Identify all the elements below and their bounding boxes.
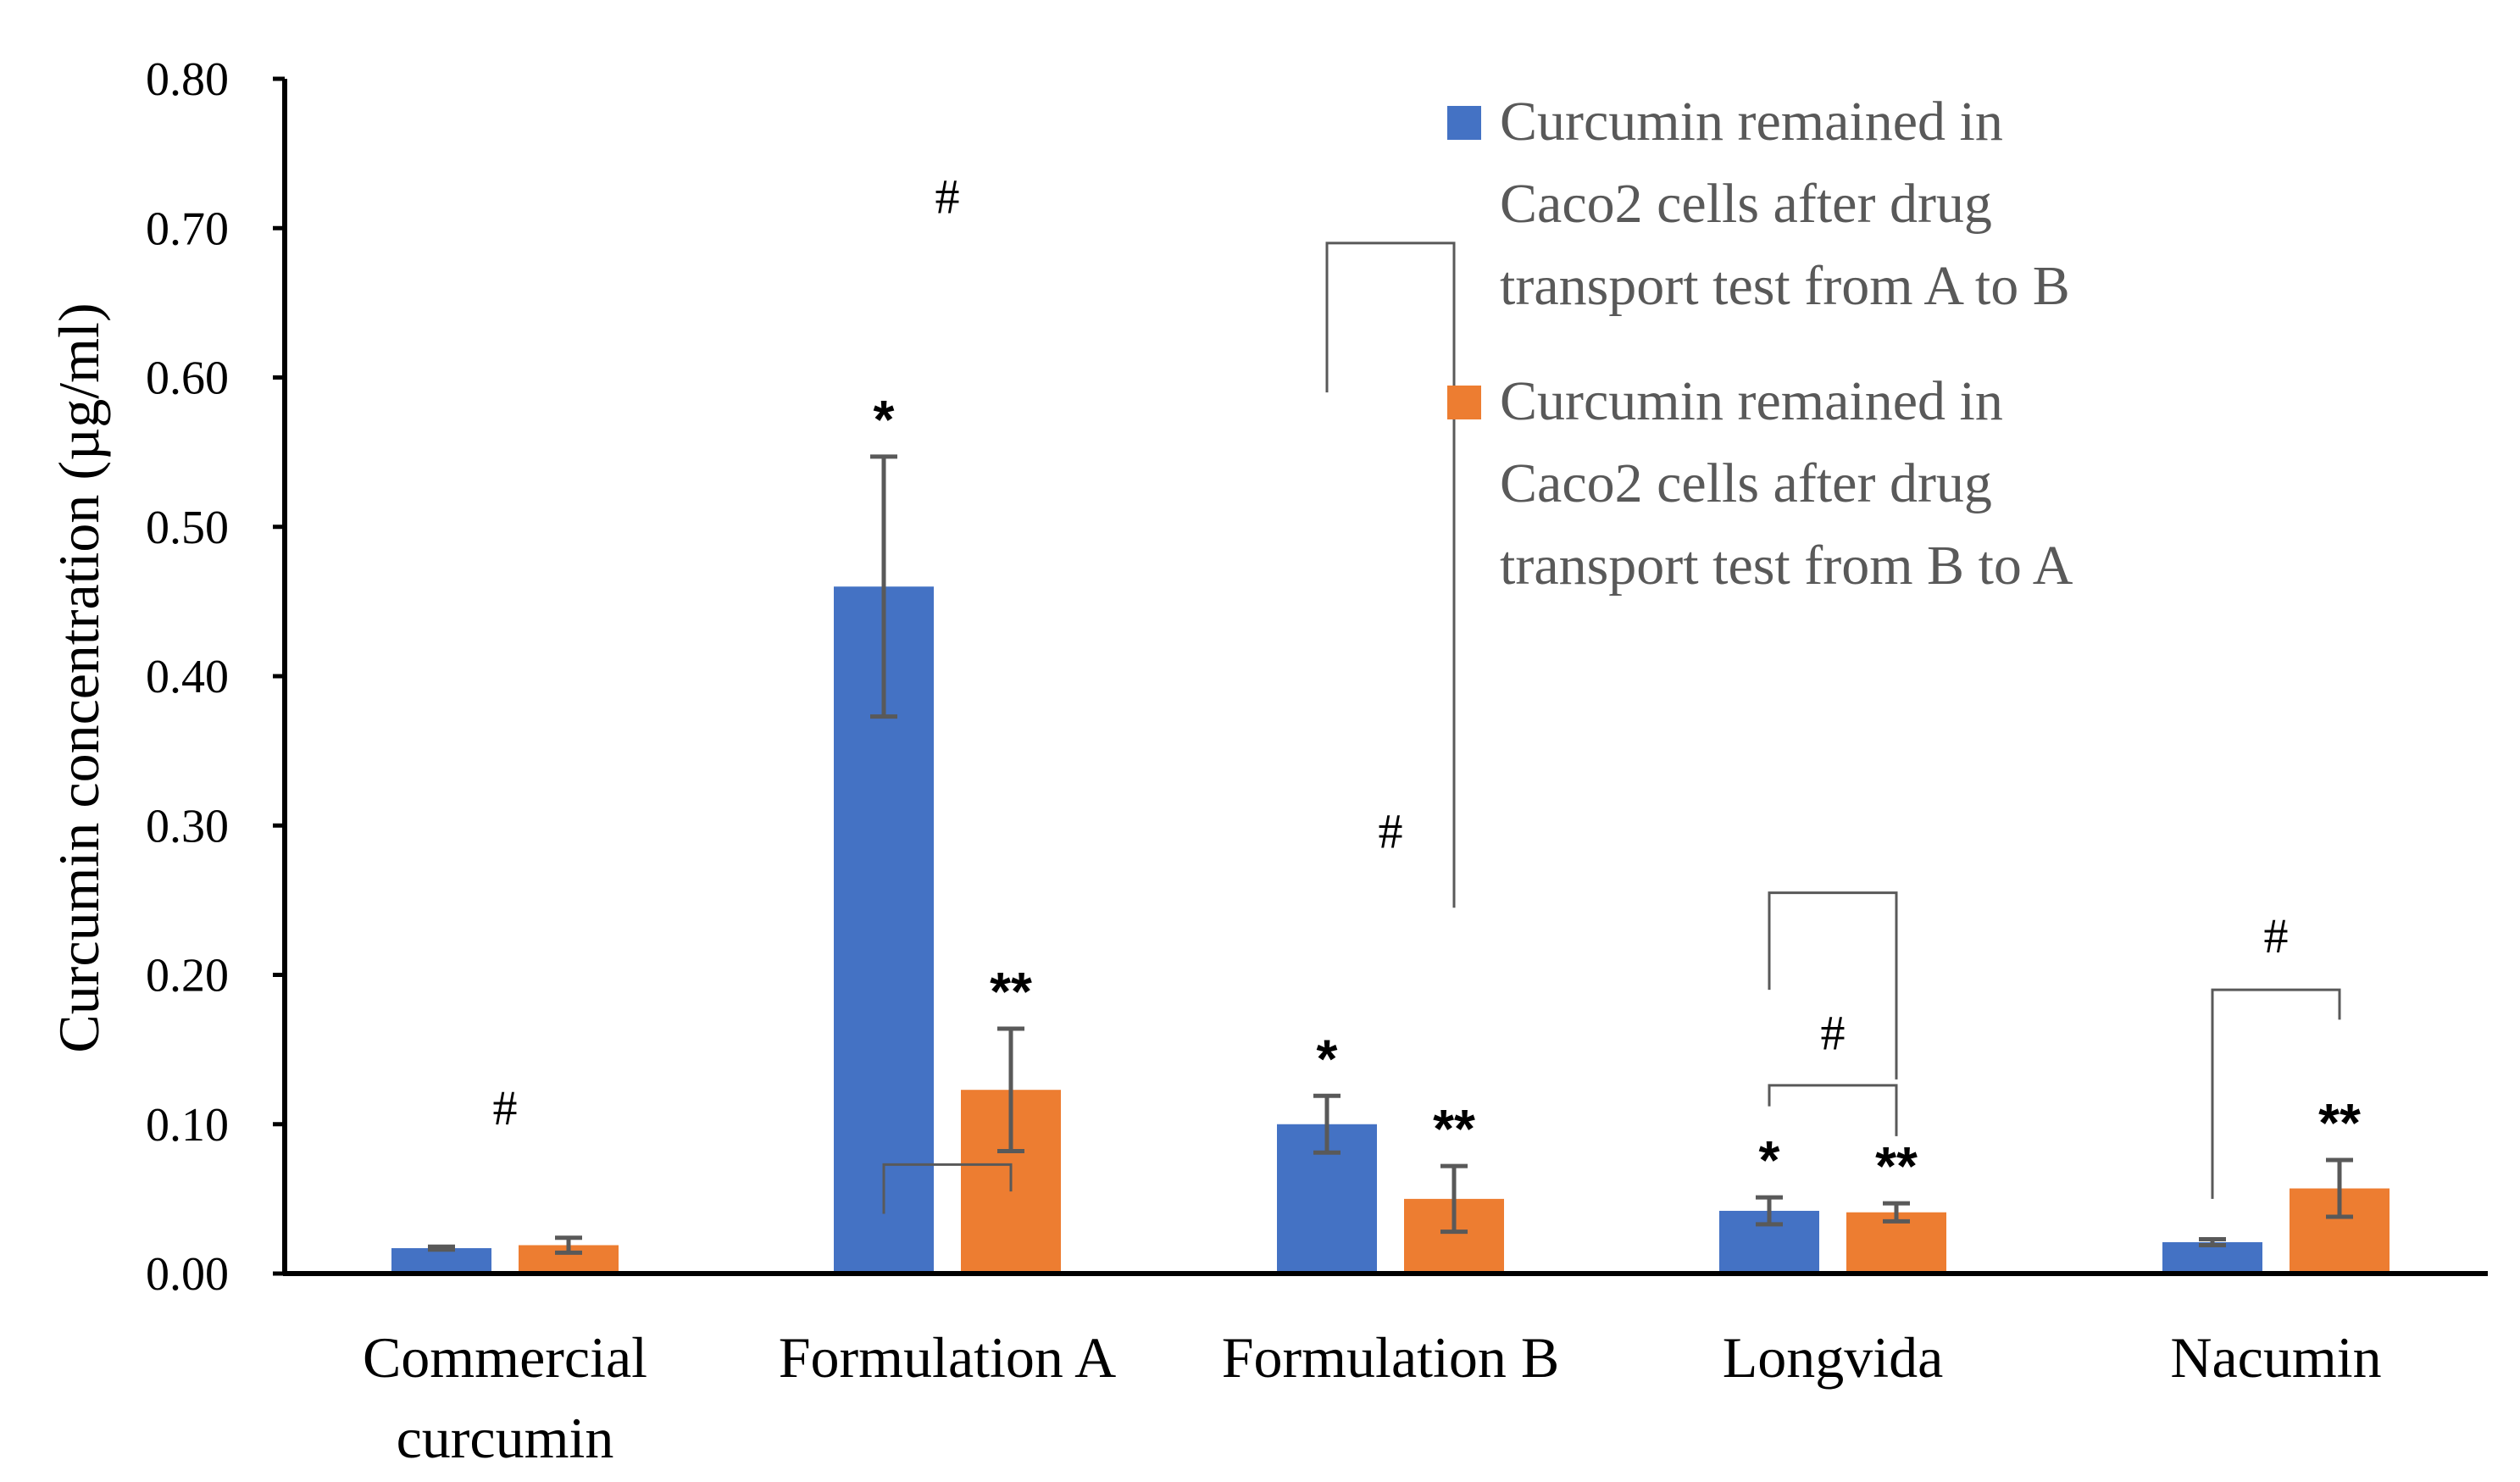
legend-swatch [1447,386,1481,419]
category-labels-layer: Commercial curcumin Formulation A Formulati… [363,1325,2382,1470]
y-axis-label: Curcumin concentration (µg/ml) [47,303,111,1052]
significance-hash: # [935,169,960,225]
brackets-layer [882,241,2341,1214]
significance-star: ** [990,961,1032,1022]
significance-hash: # [2264,908,2289,963]
legend-label: Caco2 cells after drug [1500,452,1992,514]
y-tick-layer: 0.00 0.10 0.20 0.30 0.40 0.50 0.60 0.70 0.80 [146,53,285,1301]
x-category-label: curcumin [397,1406,614,1470]
significance-hash: # [1821,1006,1846,1061]
legend-label: transport test from A to B [1500,255,2070,317]
bars-layer [391,586,2390,1274]
error-bars-layer [428,454,2353,1255]
y-tick-label: 0.20 [146,950,229,1002]
x-category-label: Formulation B [1222,1325,1560,1390]
y-tick-label: 0.60 [146,352,229,405]
y-tick-label: 0.40 [146,651,229,703]
y-tick-label: 0.70 [146,203,229,255]
legend-swatch [1447,106,1481,140]
significance-bracket [882,1163,1013,1214]
legend-label: Curcumin remained in [1500,370,2003,432]
significance-bracket [2211,988,2341,1199]
annotations-layer: ******* ****##### [493,169,2362,1197]
significance-star: ** [1433,1098,1475,1159]
y-tick-label: 0.30 [146,800,229,852]
significance-bracket [1768,891,1898,1080]
significance-bracket [1325,241,1456,908]
legend: Curcumin remained in Caco2 cells after dr… [1447,91,2073,597]
significance-hash: # [493,1080,518,1135]
legend-label: Caco2 cells after drug [1500,173,1992,235]
significance-bracket [1768,1084,1898,1136]
bar-a-to-b [2162,1241,2262,1274]
significance-star: * [1317,1028,1338,1089]
x-category-label: Commercial [363,1325,647,1390]
significance-star: ** [1875,1135,1918,1196]
legend-label: Curcumin remained in [1500,91,2003,153]
y-tick-label: 0.00 [146,1248,229,1301]
legend-label: transport test from B to A [1500,535,2073,597]
y-tick-label: 0.50 [146,502,229,554]
y-tick-label: 0.80 [146,53,229,106]
x-category-label: Nacumin [2170,1325,2381,1390]
bar-a-to-b [391,1248,491,1274]
significance-star: * [874,389,895,450]
x-category-label: Longvida [1723,1325,1944,1390]
significance-star: * [1759,1130,1780,1191]
significance-hash: # [1379,804,1403,859]
axes-layer [282,79,2488,1276]
x-category-label: Formulation A [779,1325,1117,1390]
y-tick-label: 0.10 [146,1099,229,1152]
significance-star: ** [2318,1092,2361,1153]
